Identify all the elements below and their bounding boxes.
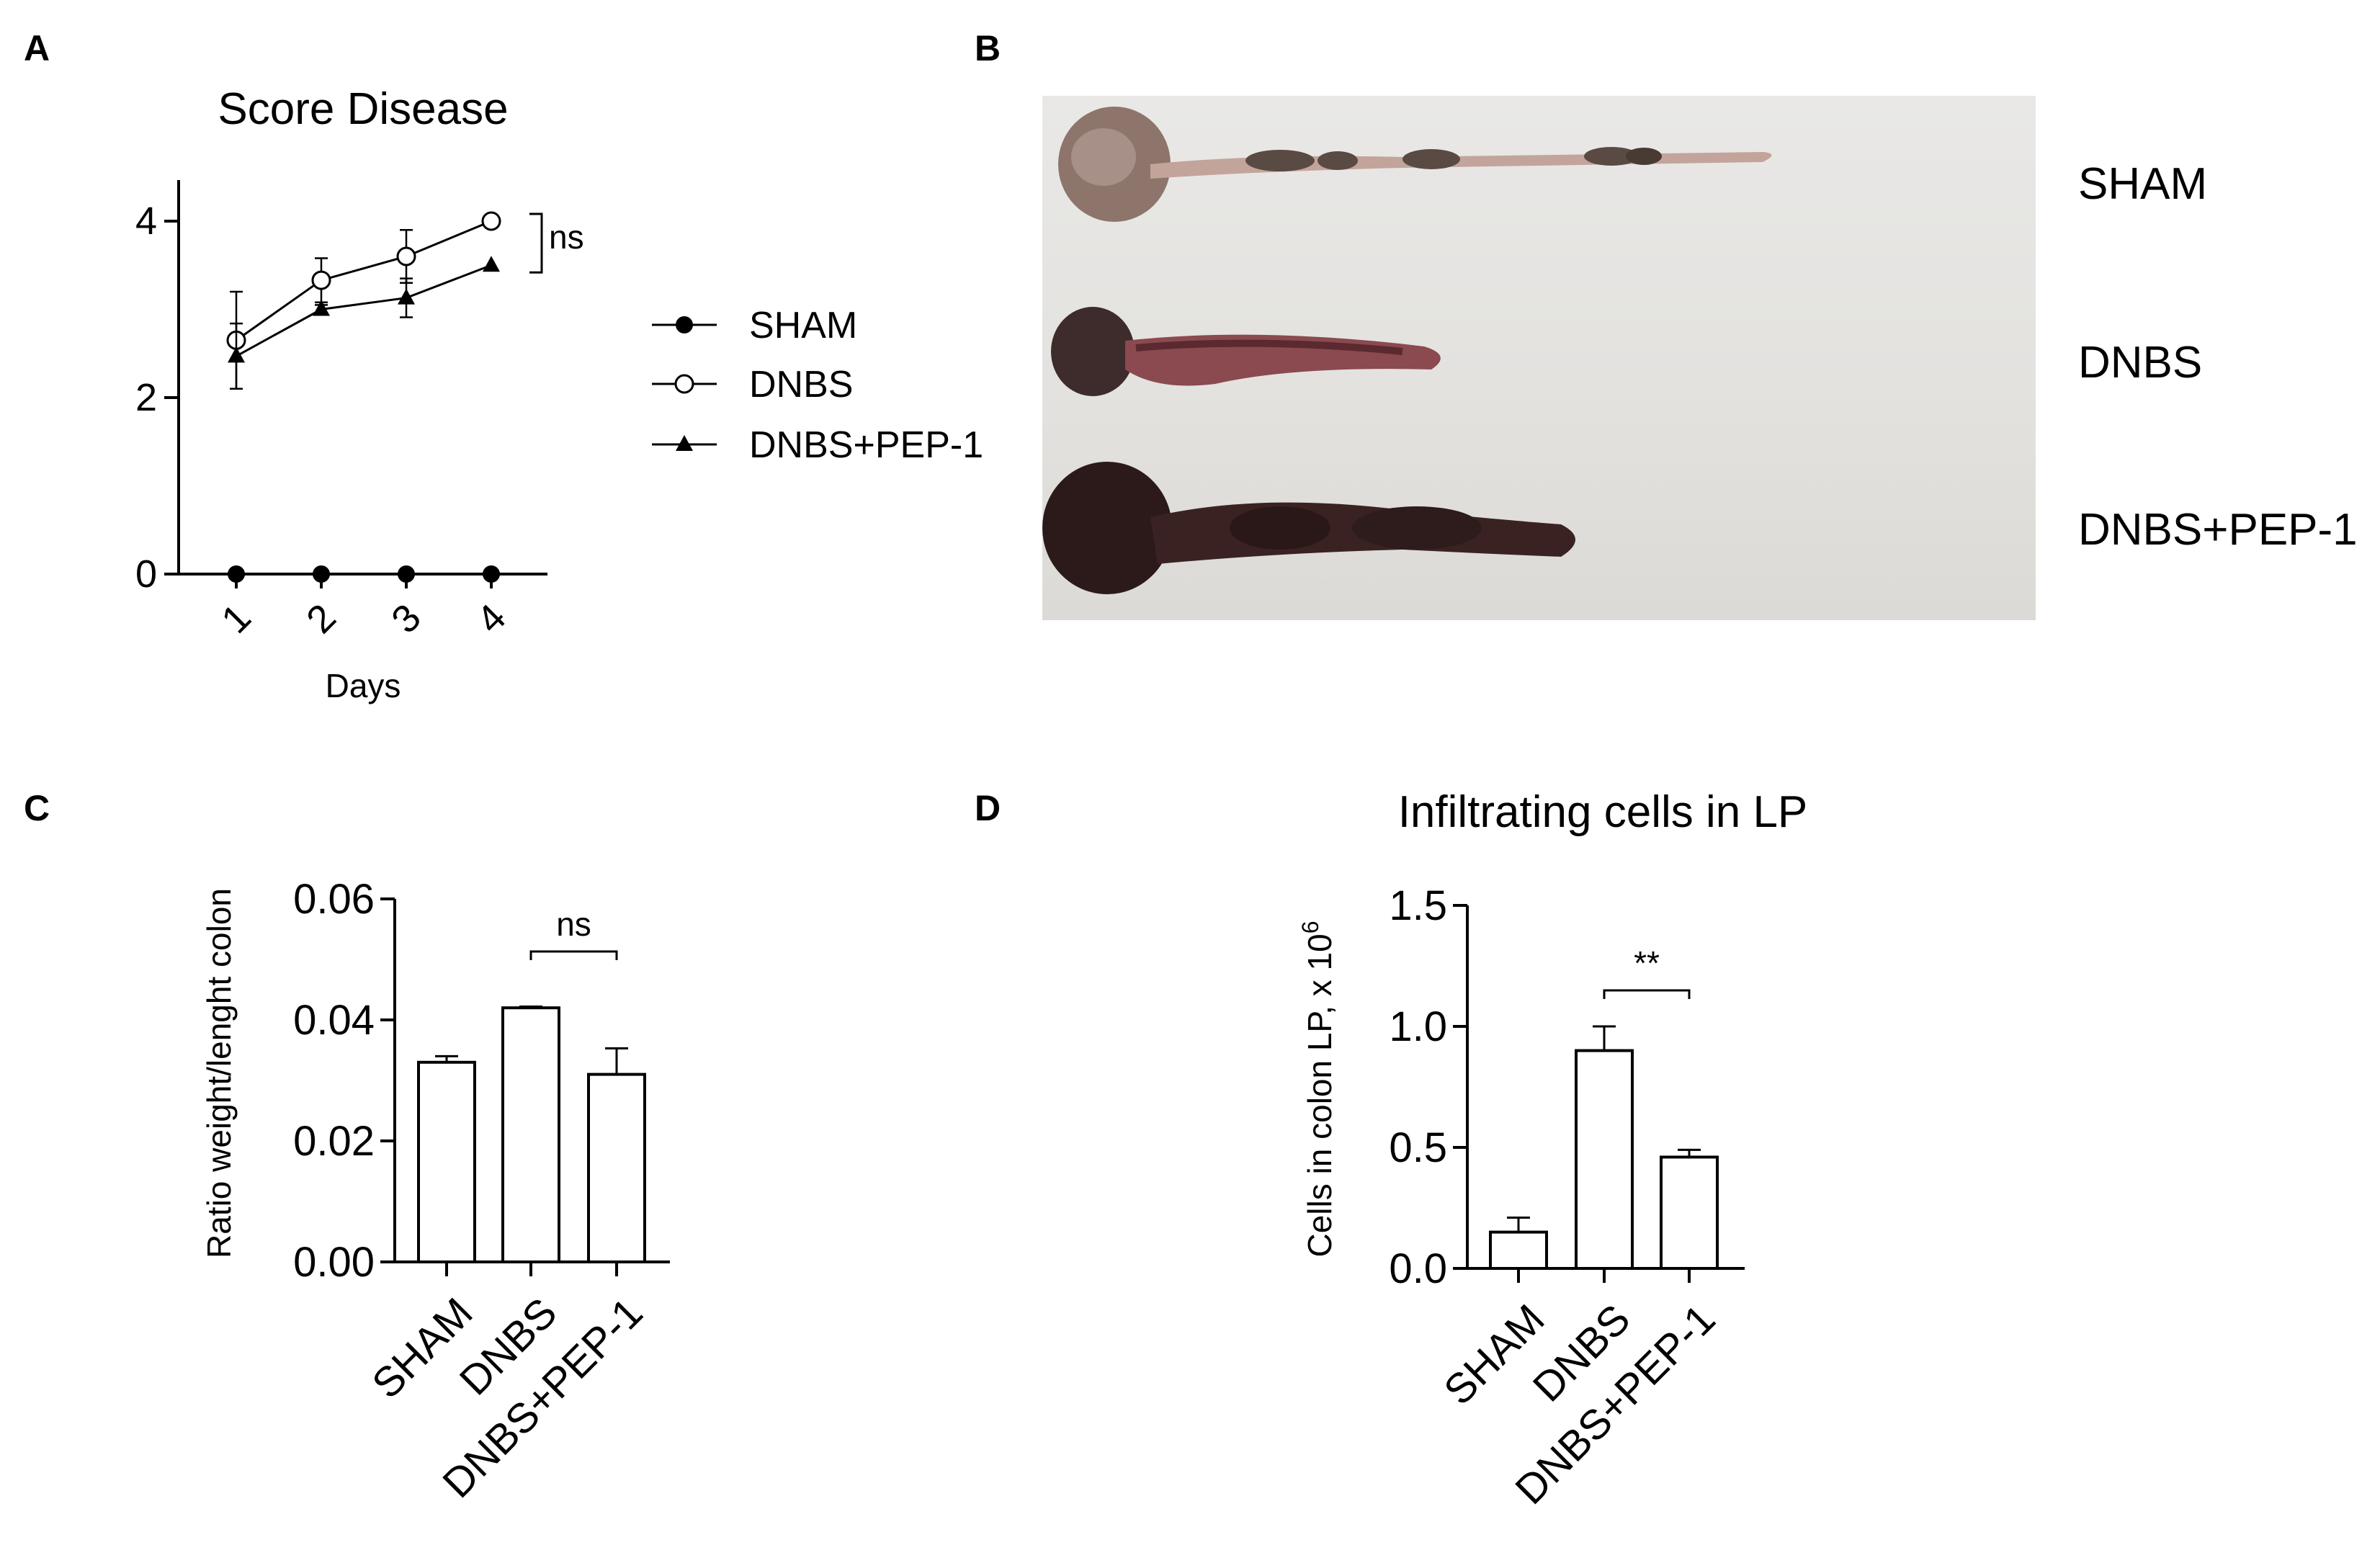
chart-c-y-tick-label: 0.04 xyxy=(293,997,375,1044)
chart-a-y-tick-label: 4 xyxy=(135,200,157,243)
panel-letter-b: B xyxy=(975,28,1001,68)
panel-letter-a: A xyxy=(24,28,50,68)
chart-a-point xyxy=(481,211,501,231)
chart-c-significance-bracket xyxy=(529,950,618,960)
chart-d-y-label-superscript: 6 xyxy=(1297,921,1323,934)
chart-c-y-label: Ratio weight/lenght colon xyxy=(200,888,238,1258)
chart-d-y-tick-label: 1.5 xyxy=(1389,882,1447,929)
chart-a-significance-bracket xyxy=(529,212,543,274)
chart-a-point xyxy=(483,565,500,583)
chart-a-point xyxy=(398,288,415,305)
chart-a-x-tick-label: 2 xyxy=(298,596,344,642)
chart-d-y-label: Cells in colon LP, x 106 xyxy=(1297,921,1338,1258)
chart-a-point xyxy=(313,300,330,316)
chart-c-y-tick-label: 0.06 xyxy=(293,876,375,923)
chart-a-point xyxy=(483,256,500,272)
photo-label-sham: SHAM xyxy=(2078,159,2208,209)
chart-a-x-tick-label: 3 xyxy=(383,596,429,642)
chart-a-y-tick-label: 2 xyxy=(135,376,157,419)
chart-d-bar xyxy=(1489,1230,1548,1270)
chart-c-y-tick-label: 0.02 xyxy=(293,1118,375,1165)
chart-a-point xyxy=(228,346,245,363)
chart-d-bar xyxy=(1660,1155,1719,1270)
sham-colon-specimen xyxy=(1058,107,1772,222)
colon-photo-drawing xyxy=(1042,107,1772,594)
chart-a-point xyxy=(313,565,330,583)
chart-a-series-line-1 xyxy=(236,220,492,341)
chart-d-y-tick-label: 0.0 xyxy=(1389,1245,1447,1292)
chart-a-legend-marker xyxy=(676,316,693,333)
chart-a-x-tick-label: 1 xyxy=(213,596,259,642)
chart-c-bar xyxy=(587,1072,646,1263)
chart-a-point xyxy=(228,565,245,583)
chart-a-point xyxy=(396,246,416,267)
chart-c-bar xyxy=(417,1060,476,1264)
colon-photo xyxy=(1042,96,2036,620)
chart-a-legend-marker xyxy=(674,374,694,394)
chart-a-legend-label: DNBS xyxy=(749,364,853,406)
pep-colon-specimen xyxy=(1042,462,1575,594)
chart-d-bar xyxy=(1575,1049,1634,1270)
chart-c-x-tick-label: SHAM xyxy=(363,1289,481,1407)
chart-a-significance-label: ns xyxy=(549,218,584,256)
dnbs-colon-specimen xyxy=(1051,307,1441,396)
chart-a-point xyxy=(311,270,331,290)
photo-label-dnbs-pep: DNBS+PEP-1 xyxy=(2078,505,2358,555)
chart-c-significance-label: ns xyxy=(556,905,591,943)
chart-d-x-tick-label: SHAM xyxy=(1435,1296,1553,1414)
chart-a-legend-marker xyxy=(676,435,693,451)
chart-d-significance-label: ** xyxy=(1634,944,1660,982)
chart-c-bar xyxy=(501,1006,560,1263)
chart-a-point xyxy=(398,565,415,583)
chart-d-y-tick-label: 0.5 xyxy=(1389,1124,1447,1171)
chart-a-title: Score Disease xyxy=(218,84,508,134)
chart-a-x-label: Days xyxy=(326,667,401,704)
chart-a-legend-label: DNBS+PEP-1 xyxy=(749,424,983,466)
panel-letter-c: C xyxy=(24,788,50,828)
chart-d-title: Infiltrating cells in LP xyxy=(1398,787,1808,837)
chart-a-legend-label: SHAM xyxy=(749,305,857,346)
panel-letter-d: D xyxy=(975,788,1001,828)
chart-c-y-tick-label: 0.00 xyxy=(293,1239,375,1286)
photo-label-dnbs: DNBS xyxy=(2078,338,2203,388)
chart-a-series-line-2 xyxy=(236,264,492,357)
chart-a-x-tick-label: 4 xyxy=(468,596,514,642)
chart-a-y-tick-label: 0 xyxy=(135,552,157,596)
chart-d-y-tick-label: 1.0 xyxy=(1389,1003,1447,1050)
chart-d-significance-bracket xyxy=(1603,989,1691,999)
